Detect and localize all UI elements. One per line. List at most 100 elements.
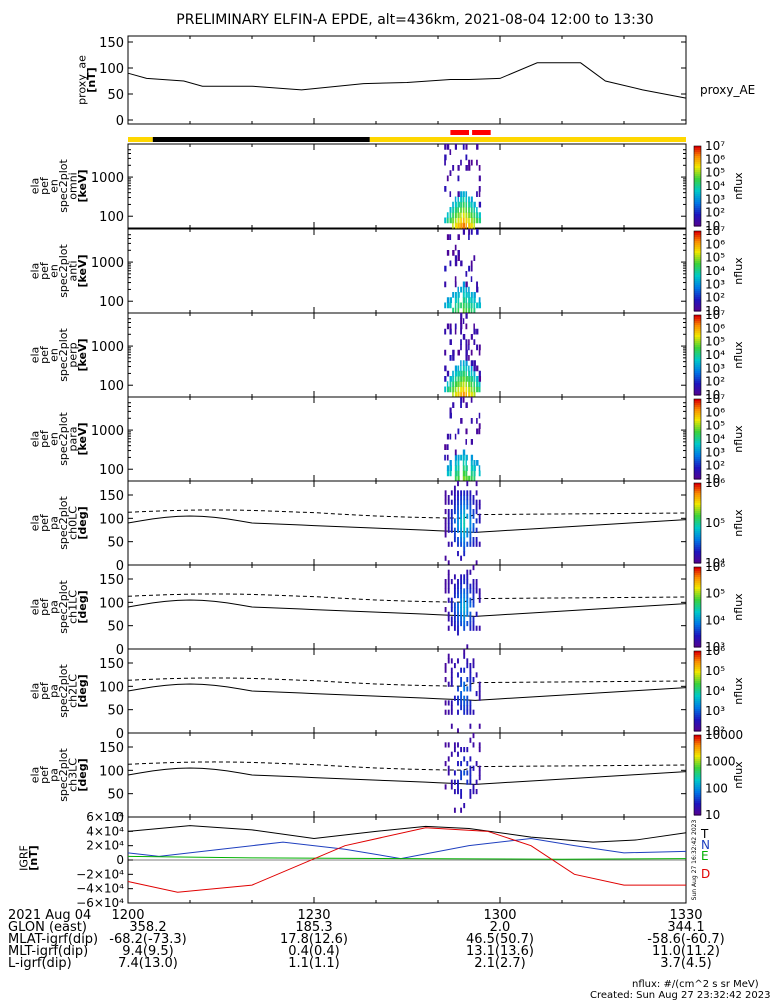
spectrogram-cell [478, 742, 481, 748]
y-axis-label-line: pef [38, 261, 51, 280]
colorbar-segment [694, 377, 701, 380]
spectrogram-cell [454, 323, 457, 330]
colorbar-segment [694, 383, 701, 386]
spectrogram-cell [449, 460, 452, 466]
spectrogram-cell [449, 260, 452, 267]
y-tick-label: 100 [99, 680, 124, 695]
spectrogram-cell [460, 518, 463, 524]
spectrogram-cell [469, 504, 472, 510]
colorbar-segment [694, 561, 701, 564]
spectrogram-cell [469, 616, 472, 622]
colorbar-segment [694, 172, 701, 175]
spectrogram-cell [470, 418, 473, 424]
spectrogram-cell [469, 686, 472, 692]
colorbar-segment [694, 349, 701, 352]
spectrogram-cell [457, 616, 459, 622]
colorbar-tick-label: 10³ [705, 192, 725, 206]
proxy-ae-frame [127, 35, 687, 125]
spectrogram-cell [460, 747, 463, 753]
spectrogram-cell [452, 165, 455, 171]
spectrogram-cell [460, 217, 462, 224]
colorbar-segment [694, 497, 701, 500]
colorbar-segment [694, 379, 701, 382]
spectrogram-panel-anti: elapefenspec2plotanti[keV]10010001010²10… [28, 224, 745, 318]
spectrogram-cell [446, 297, 450, 303]
spectrogram-cell [457, 250, 460, 256]
y-tick-label: 100 [99, 295, 124, 310]
y-tick-label: 50 [107, 788, 124, 803]
colorbar-segment [694, 413, 701, 416]
spectrogram-cell [473, 201, 476, 208]
spectrogram-cell [460, 527, 463, 533]
spectrogram-cell [472, 709, 475, 715]
spectrogram-cell [454, 281, 457, 288]
spectrogram-cell [460, 323, 463, 330]
colorbar-segment [694, 669, 701, 672]
spectrogram-cell [473, 470, 476, 477]
colorbar-segment [694, 507, 701, 510]
spectrogram-cell [470, 207, 473, 213]
spectrogram-cell [475, 691, 478, 697]
colorbar-segment [694, 433, 701, 436]
colorbar-tick-label: 10⁶ [705, 237, 725, 251]
zone-bar-segment [369, 137, 686, 142]
spectrogram-cell [462, 196, 465, 203]
spectrogram-cell [457, 217, 460, 224]
colorbar-segment [694, 567, 701, 570]
colorbar-label-text: nflux [732, 761, 745, 789]
colorbar-label-text: nflux [732, 677, 745, 705]
zone-bar-red-mark [450, 130, 469, 135]
spectrogram-cell [444, 495, 447, 501]
spectrogram-cell [470, 397, 473, 403]
spectrogram-cell [470, 260, 473, 267]
spectrogram-cell [466, 686, 469, 692]
colorbar-segment [694, 485, 701, 488]
spectrogram-cell [468, 207, 470, 213]
colorbar-tick-label: 1000 [705, 755, 736, 769]
colorbar-segment [694, 329, 701, 332]
spectrogram-cell [462, 286, 465, 293]
colorbar-segment [694, 180, 701, 183]
colorbar-segment [694, 435, 701, 438]
y-axis-label-line: spec2plot [57, 496, 70, 550]
y-axis-label-line: pa [47, 516, 60, 530]
footer-value: 0.4(0.4) [288, 944, 340, 959]
colorbar-segment [694, 196, 701, 199]
colorbar-segment [694, 365, 701, 368]
colorbar-segment [694, 247, 701, 250]
spectrogram-cell [462, 449, 466, 456]
y-axis-label-line: proxy_ae [75, 55, 88, 105]
colorbar-segment [694, 429, 701, 432]
spectrogram-cell [457, 621, 459, 627]
spectrogram-frame [127, 143, 687, 229]
spectrogram-cell [449, 470, 452, 477]
colorbar-segment [694, 635, 701, 638]
colorbar-tick-label: 10 [705, 388, 720, 402]
spectrogram-cell [444, 667, 447, 673]
spectrogram-cell [476, 428, 479, 435]
spectrogram-cell [449, 170, 452, 176]
spectrogram-cell [466, 607, 469, 613]
spectrogram-cell [470, 376, 474, 382]
colorbar-segment [694, 701, 701, 704]
colorbar-label-text: nflux [732, 257, 745, 285]
spectrogram-cell [463, 756, 466, 762]
colorbar-segment [694, 188, 701, 191]
spectrogram-cell [450, 607, 453, 613]
spectrogram-cell [476, 376, 479, 382]
spectrogram-cell [472, 616, 475, 622]
spectrogram-cell [463, 625, 466, 631]
spectrogram-cell [465, 360, 468, 366]
spectrogram-cell [460, 207, 462, 213]
spectrogram-cell [457, 386, 460, 393]
colorbar-segment [694, 543, 701, 546]
colorbar-segment [694, 661, 701, 664]
colorbar-tick-label: 10⁵ [705, 664, 725, 678]
y-axis-label-line: [keV] [76, 338, 89, 371]
colorbar-segment [694, 367, 701, 370]
spectrogram-cell [469, 770, 472, 776]
colorbar-segment [694, 513, 701, 516]
spectrogram-cell [468, 222, 471, 229]
y-tick-label: 150 [99, 36, 124, 51]
